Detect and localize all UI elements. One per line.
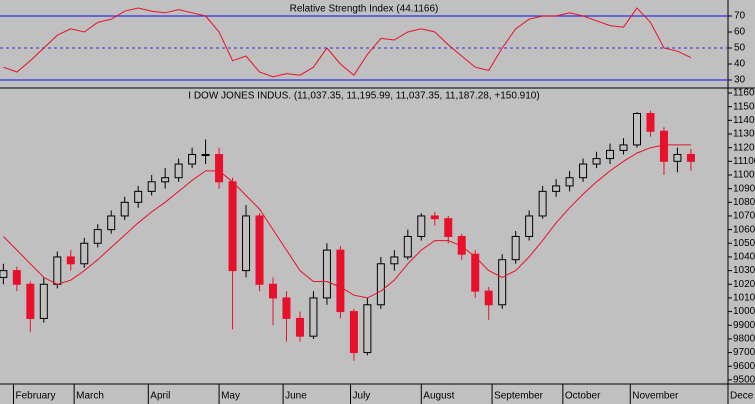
candle-body — [363, 304, 372, 354]
candle-body — [269, 283, 277, 299]
rsi-title: Relative Strength Index (44.1166) — [290, 4, 439, 15]
candle-body — [646, 112, 655, 132]
y-tick-label: 11000 — [733, 170, 755, 181]
y-tick-label: 9500 — [733, 375, 755, 386]
x-tick-label: April — [150, 391, 170, 402]
candle-body — [659, 130, 668, 162]
y-tick-label: 10400 — [733, 252, 755, 263]
candle-body — [161, 177, 170, 183]
y-tick-label: 40 — [734, 59, 746, 70]
y-tick-label: 11200 — [733, 142, 755, 153]
candle-body — [174, 163, 183, 179]
y-tick-label: 10900 — [733, 183, 755, 194]
x-tick-label: November — [632, 391, 679, 402]
y-tick-label: 9700 — [733, 347, 755, 358]
candle-body — [349, 311, 358, 354]
candle-body — [93, 229, 102, 244]
candle-body — [39, 283, 48, 319]
candle-body — [376, 263, 385, 306]
candle-body — [417, 215, 426, 237]
candle-body — [147, 181, 156, 192]
candle-body — [403, 235, 412, 258]
candle-body — [215, 153, 224, 183]
x-tick-label: Dece — [730, 391, 754, 402]
candle-body — [579, 163, 588, 179]
y-tick-label: 10000 — [733, 306, 755, 317]
candle-body — [484, 290, 493, 306]
x-tick-label: September — [494, 391, 544, 402]
y-tick-label: 30 — [734, 75, 746, 86]
y-tick-label: 11100 — [733, 156, 755, 167]
x-tick-label: July — [353, 391, 371, 402]
candle-body — [538, 190, 547, 217]
x-tick-label: May — [221, 391, 240, 402]
candle-body — [511, 235, 520, 261]
candle-body — [336, 249, 345, 313]
y-tick-label: 10300 — [733, 265, 755, 276]
y-tick-label: 10800 — [733, 197, 755, 208]
candle-body — [619, 144, 628, 151]
y-tick-label: 10500 — [733, 238, 755, 249]
candle-body — [322, 249, 331, 299]
moving-average — [3, 144, 691, 299]
candle-body — [107, 215, 116, 231]
y-tick-label: 10600 — [733, 224, 755, 235]
candle-body — [53, 256, 62, 285]
candle-body — [457, 235, 466, 255]
candle-body — [255, 215, 264, 285]
candle-body — [471, 253, 480, 292]
candle-body — [525, 215, 534, 237]
y-tick-label: 11600 — [733, 88, 755, 99]
candle-body — [552, 185, 561, 192]
y-tick-label: 11400 — [733, 115, 755, 126]
y-tick-label: 9800 — [733, 334, 755, 345]
candle-body — [673, 153, 682, 162]
y-tick-label: 11300 — [733, 129, 755, 140]
candle-body — [592, 158, 601, 165]
candle-body — [66, 256, 75, 265]
candle-body — [120, 201, 129, 217]
candle-body — [228, 181, 237, 272]
x-tick-label: February — [15, 391, 55, 402]
candle-body — [565, 177, 574, 187]
candle-body — [430, 215, 439, 220]
y-tick-label: 9900 — [733, 320, 755, 331]
candle-body — [26, 283, 35, 319]
y-tick-label: 10700 — [733, 211, 755, 222]
y-tick-label: 10200 — [733, 279, 755, 290]
candle-body — [606, 149, 615, 160]
candle-body — [188, 153, 197, 165]
y-tick-label: 60 — [734, 27, 746, 38]
price-title: I DOW JONES INDUS. (11,037.35, 11,195.99… — [188, 91, 539, 102]
candle-body — [444, 218, 453, 237]
y-tick-label: 10100 — [733, 293, 755, 304]
y-tick-label: 70 — [734, 11, 746, 22]
candle-body — [390, 256, 399, 265]
x-tick-label: October — [565, 391, 601, 402]
candle-body — [295, 317, 304, 337]
y-tick-label: 50 — [734, 43, 746, 54]
candle-body — [12, 270, 21, 285]
candle-body — [498, 259, 507, 306]
candle-body — [309, 297, 318, 337]
y-tick-label: 9600 — [733, 361, 755, 372]
candle-body — [0, 270, 8, 278]
y-tick-label: 11500 — [733, 101, 755, 112]
x-tick-label: March — [76, 391, 104, 402]
candle-body — [80, 242, 89, 265]
x-tick-label: August — [423, 391, 454, 402]
candle-body — [282, 297, 291, 319]
candle-body — [201, 153, 210, 156]
x-tick-label: June — [285, 391, 307, 402]
candle-body — [686, 153, 695, 162]
rsi-line — [3, 7, 692, 78]
candle-body — [134, 190, 143, 203]
candle-body — [633, 112, 641, 146]
candle-body — [242, 215, 251, 272]
